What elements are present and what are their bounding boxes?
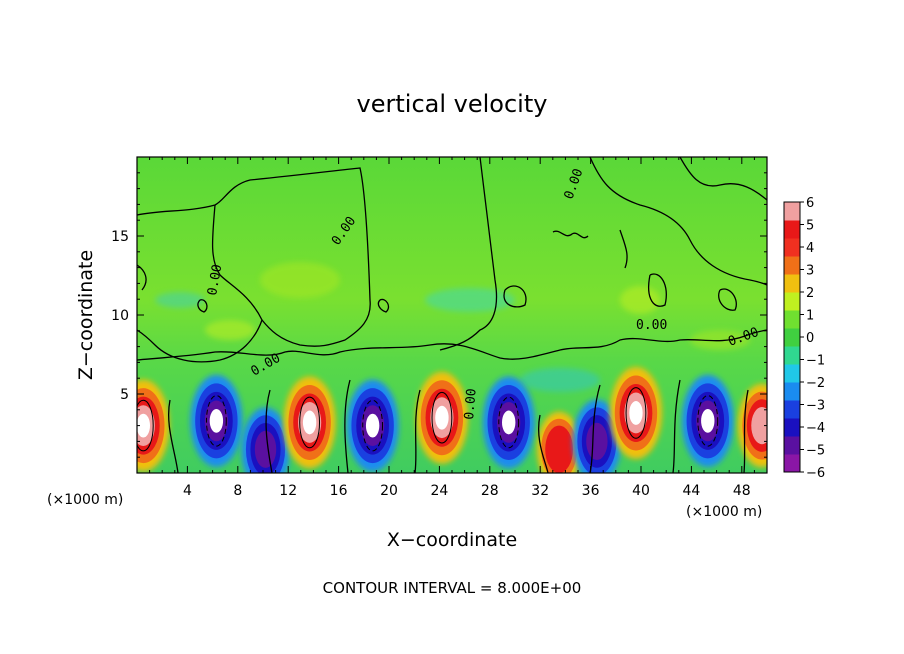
x-tick-label: 48 xyxy=(733,483,751,499)
colorbar-tick-label: 5 xyxy=(806,219,814,234)
colorbar: 6 5 4 3 2 1 0 −1 −2 −3 −4 −5 −6 xyxy=(783,196,825,481)
x-unit-label-right: (×1000 m) xyxy=(686,504,762,520)
colorbar-tick-label: 3 xyxy=(806,264,814,279)
extreme-contour xyxy=(697,395,719,447)
extreme-contour xyxy=(137,399,154,452)
extreme-contour xyxy=(431,391,453,444)
cell-ring xyxy=(435,405,449,430)
field-texture xyxy=(155,262,750,392)
cell-ring xyxy=(545,425,573,473)
extreme-contour xyxy=(205,395,227,447)
contour-interval-note: CONTOUR INTERVAL = 8.000E+00 xyxy=(323,579,582,597)
cell-ring xyxy=(629,401,643,425)
colorbar-swatch xyxy=(784,274,800,293)
colorbar-swatch xyxy=(784,238,800,257)
colorbar-tick-label: 6 xyxy=(806,196,814,211)
colorbar-tick-label: −3 xyxy=(806,399,825,414)
x-tick-label: 16 xyxy=(330,483,348,499)
colorbar-swatch xyxy=(784,454,800,473)
x-unit-label-left: (×1000 m) xyxy=(47,492,123,508)
downdraft-cell xyxy=(681,374,734,467)
colorbar-tick-label: −1 xyxy=(806,354,825,369)
extreme-contour xyxy=(299,396,321,449)
updraft-cell xyxy=(415,371,468,464)
colorbar-swatch xyxy=(784,400,800,419)
updraft-cell xyxy=(609,366,662,459)
colorbar-tick-label: −2 xyxy=(806,376,825,391)
cell-ring xyxy=(365,413,380,438)
y-tick-label: 15 xyxy=(111,229,129,245)
colorbar-swatch xyxy=(784,328,800,347)
colorbar-swatch xyxy=(784,310,800,329)
contour-label: 0.00 xyxy=(205,263,225,296)
colorbar-swatch xyxy=(784,436,800,455)
updraft-cell xyxy=(737,383,767,468)
plot-area xyxy=(137,157,767,473)
cell-ring xyxy=(502,410,516,435)
colorbar-tick-label: −6 xyxy=(806,466,825,481)
contour-label: 0.00 xyxy=(636,318,667,333)
colorbar-tick-label: −5 xyxy=(806,444,825,459)
y-axis-ticks: 5 10 15 xyxy=(111,172,767,458)
colorbar-swatch xyxy=(784,202,800,221)
colorbar-swatch xyxy=(784,418,800,437)
colorbar-swatch xyxy=(784,220,800,239)
x-tick-label: 12 xyxy=(279,483,297,499)
x-tick-label: 36 xyxy=(582,483,600,499)
chart-title: vertical velocity xyxy=(357,90,548,118)
cell-ring xyxy=(137,413,150,438)
y-axis-label: Z−coordinate xyxy=(75,250,97,380)
downdraft-cell xyxy=(346,379,399,472)
x-axis-ticks: 4 8 12 16 20 24 28 32 36 40 44 48 xyxy=(149,157,755,499)
cell-ring xyxy=(302,410,317,435)
extreme-contour xyxy=(498,396,520,449)
contour-label: 0.00 xyxy=(462,388,480,421)
x-tick-label: 28 xyxy=(481,483,499,499)
colorbar-swatch xyxy=(784,364,800,383)
x-tick-label: 44 xyxy=(682,483,700,499)
extreme-contour xyxy=(625,387,647,439)
velocity-cells xyxy=(137,366,767,473)
cell-ring xyxy=(586,422,608,460)
colorbar-swatch xyxy=(784,292,800,311)
x-tick-label: 40 xyxy=(632,483,650,499)
cell-ring xyxy=(701,408,715,433)
y-tick-label: 5 xyxy=(120,387,129,403)
colorbar-tick-label: 4 xyxy=(806,241,814,256)
updraft-cell xyxy=(283,376,336,469)
downdraft-cell xyxy=(572,399,621,473)
colorbar-swatch xyxy=(784,382,800,401)
x-tick-label: 20 xyxy=(380,483,398,499)
zero-contour-lines xyxy=(137,157,767,473)
x-tick-label: 24 xyxy=(430,483,448,499)
colorbar-swatch xyxy=(784,256,800,275)
cell-ring xyxy=(254,430,277,468)
x-tick-label: 32 xyxy=(531,483,549,499)
extreme-contour xyxy=(362,399,384,452)
downdraft-cell xyxy=(482,376,535,469)
colorbar-tick-label: 1 xyxy=(806,309,814,324)
x-axis-label: X−coordinate xyxy=(387,529,517,551)
colorbar-swatch xyxy=(784,346,800,365)
colorbar-tick-label: 0 xyxy=(806,331,814,346)
y-tick-label: 10 xyxy=(111,308,129,324)
cell-ring xyxy=(209,408,224,433)
downdraft-cell xyxy=(190,374,243,467)
x-tick-label: 4 xyxy=(183,483,192,499)
extreme-contour-lines xyxy=(137,387,719,452)
colorbar-tick-label: −4 xyxy=(806,421,825,436)
cell-ring xyxy=(751,407,767,445)
colorbar-tick-label: 2 xyxy=(806,286,814,301)
updraft-cell xyxy=(537,411,582,473)
downdraft-cell xyxy=(241,407,290,473)
x-tick-label: 8 xyxy=(233,483,242,499)
